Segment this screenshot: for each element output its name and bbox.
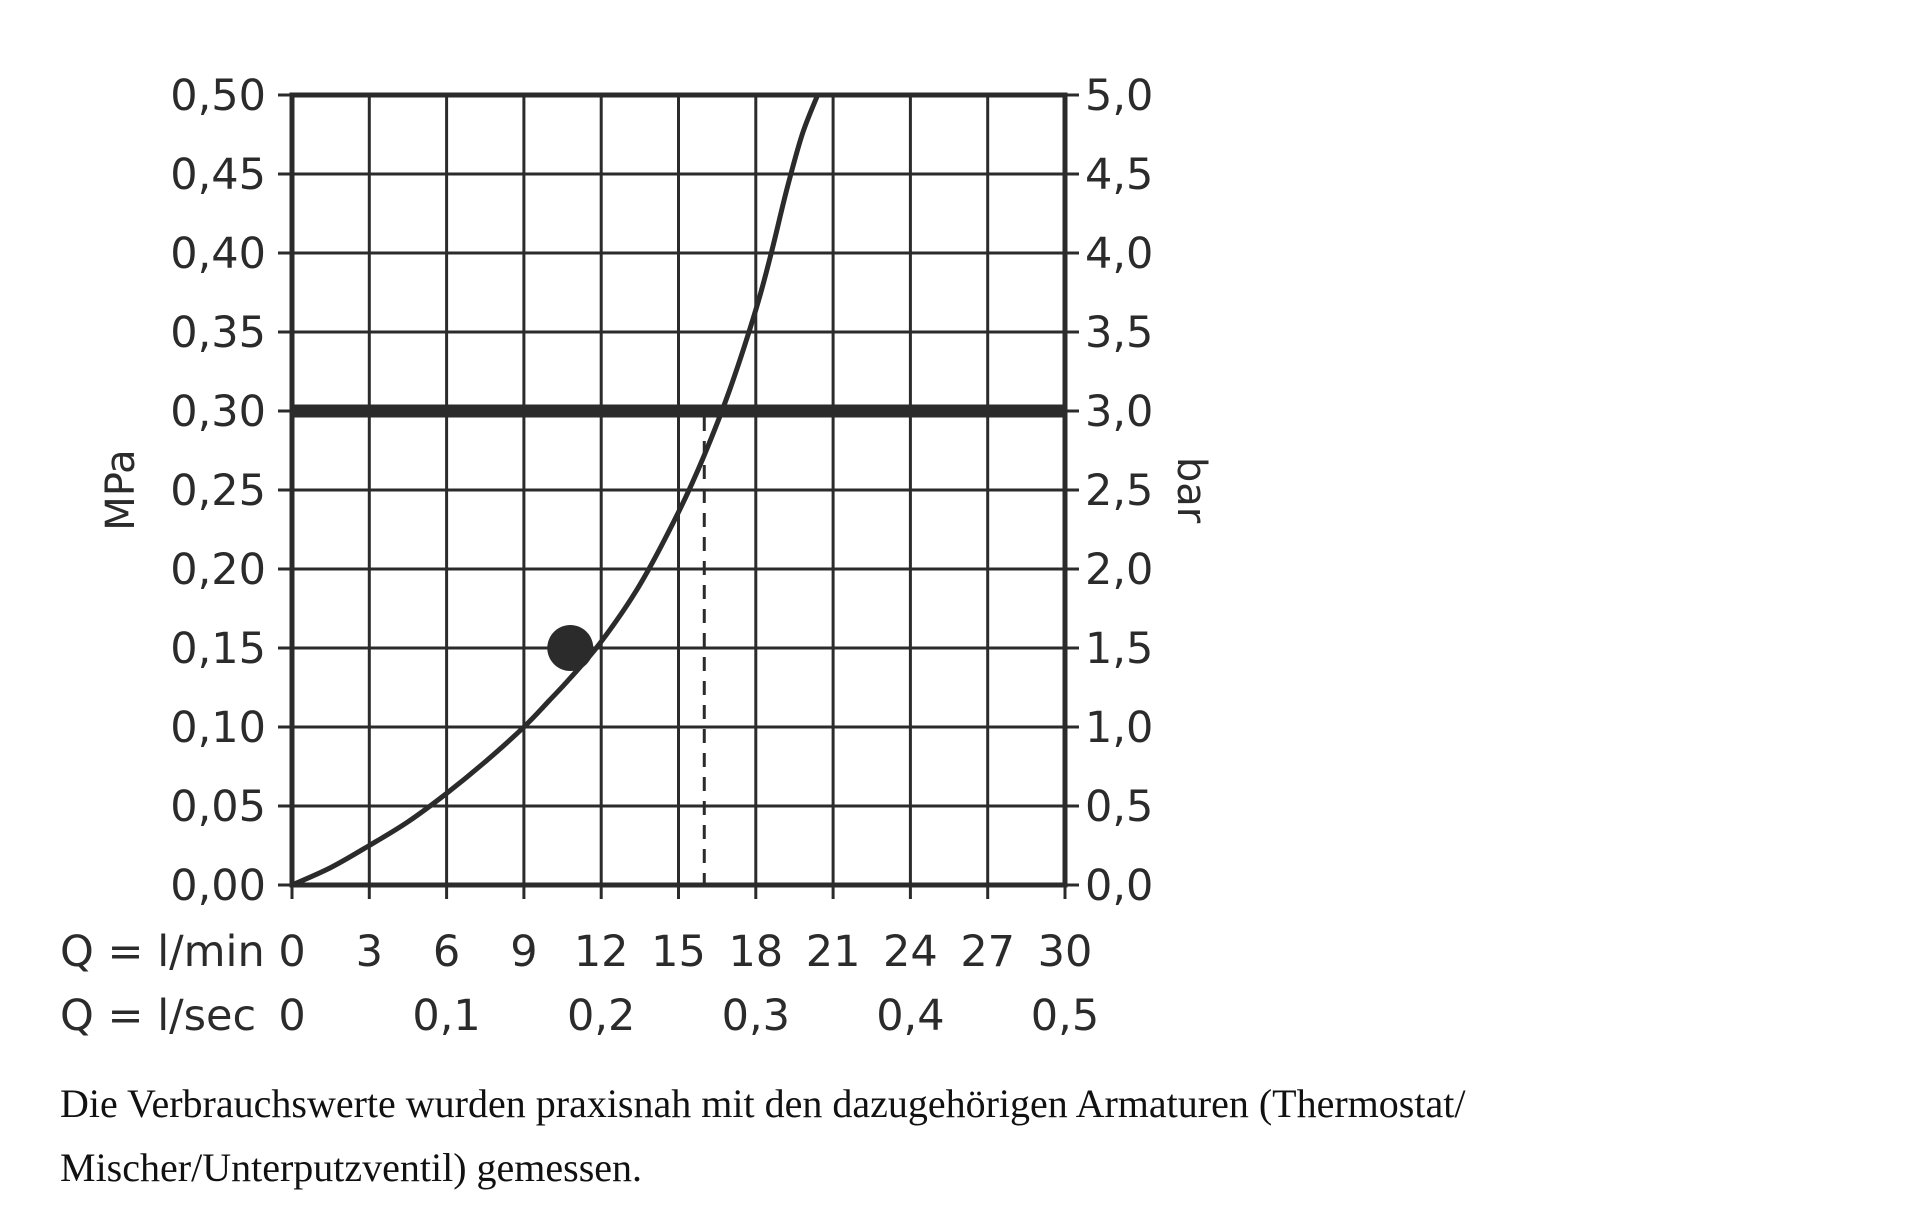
y-tick-label-mpa: 0,50 [170, 71, 266, 121]
y-tick-label-mpa: 0,10 [170, 703, 266, 753]
y-axis-title-right: bar [1168, 457, 1214, 524]
caption-line-1: Die Verbrauchswerte wurden praxisnah mit… [60, 1081, 1466, 1126]
x-tick-label-lmin: 18 [728, 927, 783, 977]
y-tick-label-bar: 0,5 [1085, 782, 1153, 832]
y-tick-label-bar: 3,0 [1085, 387, 1153, 437]
pressure-flow-chart: 0,000,050,100,150,200,250,300,350,400,45… [60, 71, 1214, 1041]
x-tick-label-lsec: 0,5 [1031, 991, 1099, 1041]
y-tick-label-bar: 3,5 [1085, 308, 1153, 358]
y-tick-label-bar: 2,5 [1085, 466, 1153, 516]
y-tick-label-mpa: 0,15 [170, 624, 266, 674]
y-tick-label-mpa: 0,40 [170, 229, 266, 279]
y-axis-title-left: MPa [98, 449, 144, 530]
x-tick-label-lmin: 12 [574, 927, 629, 977]
y-tick-label-bar: 4,5 [1085, 150, 1153, 200]
y-tick-label-mpa: 0,35 [170, 308, 266, 358]
x-tick-label-lsec: 0,3 [722, 991, 790, 1041]
x-tick-label-lsec: 0 [278, 991, 305, 1041]
x-tick-label-lsec: 0,2 [567, 991, 635, 1041]
x-axis-label-lsec: Q = l/sec [60, 991, 256, 1041]
y-tick-label-bar: 1,0 [1085, 703, 1153, 753]
x-tick-label-lsec: 0,4 [876, 991, 944, 1041]
operating-point-marker [547, 625, 594, 671]
x-tick-label-lmin: 21 [806, 927, 861, 977]
plot-frame [289, 92, 1068, 888]
y-tick-label-bar: 4,0 [1085, 229, 1153, 279]
y-tick-label-mpa: 0,20 [170, 545, 266, 595]
flow-curve-series [290, 94, 820, 888]
x-tick-label-lmin: 15 [651, 927, 706, 977]
y-tick-label-mpa: 0,30 [170, 387, 266, 437]
grid [290, 93, 1067, 887]
y-tick-label-mpa: 0,45 [170, 150, 266, 200]
x-tick-label-lsec: 0,1 [412, 991, 480, 1041]
y-tick-label-bar: 2,0 [1085, 545, 1153, 595]
x-tick-label-lmin: 3 [356, 927, 383, 977]
x-tick-label-lmin: 24 [883, 927, 938, 977]
x-tick-label-lmin: 27 [960, 927, 1015, 977]
x-tick-label-lmin: 9 [510, 927, 537, 977]
y-tick-label-bar: 0,0 [1085, 861, 1153, 911]
y-tick-label-mpa: 0,00 [170, 861, 266, 911]
y-tick-label-mpa: 0,25 [170, 466, 266, 516]
x-tick-label-lmin: 30 [1038, 927, 1093, 977]
y-tick-label-mpa: 0,05 [170, 782, 266, 832]
y-tick-label-bar: 1,5 [1085, 624, 1153, 674]
caption-line-2: Mischer/Unterputzventil) gemessen. [60, 1145, 643, 1190]
x-axis-label-lmin: Q = l/min [60, 927, 265, 977]
x-tick-label-lmin: 0 [278, 927, 305, 977]
y-tick-label-bar: 5,0 [1085, 71, 1153, 121]
x-tick-label-lmin: 6 [433, 927, 460, 977]
chart-caption: Die Verbrauchswerte wurden praxisnah mit… [60, 1072, 1760, 1200]
